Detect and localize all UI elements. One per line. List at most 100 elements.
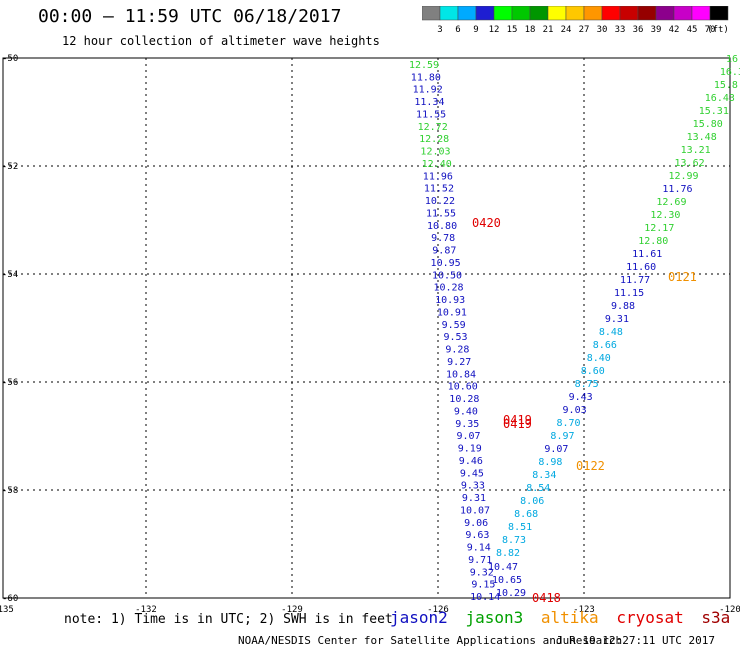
map-title: 00:00 – 11:59 UTC 06/18/2017	[38, 6, 342, 27]
swh-value: 10.14	[470, 592, 500, 603]
pass-time-label: 0122	[576, 459, 605, 473]
scale-label: 12	[489, 25, 500, 35]
lat-label: -50	[2, 54, 18, 64]
satellite-legend: jason2 jason3 altika cryosat s3a	[390, 608, 738, 627]
swh-value: 8.82	[496, 548, 520, 559]
footer-timestamp: Jun 19 12:27:11 UTC 2017	[556, 634, 715, 647]
swh-value: 10.91	[437, 307, 467, 318]
map-subtitle: 12 hour collection of altimeter wave hei…	[62, 34, 380, 48]
swh-value: 9.14	[467, 543, 491, 554]
swh-value: 11.15	[614, 288, 644, 299]
legend-s3a: s3a	[701, 608, 731, 627]
swh-value: 9.46	[459, 456, 483, 467]
swh-value: 9.32	[470, 567, 494, 578]
swh-value: 9.03	[563, 405, 587, 416]
swh-value: 8.51	[508, 522, 532, 533]
swh-value: 9.53	[443, 332, 467, 343]
lon-label: -132	[135, 605, 157, 615]
scale-label: 24	[561, 25, 572, 35]
swh-value: 8.34	[532, 470, 556, 481]
swh-value: 9.07	[544, 444, 568, 455]
swh-value: 9.71	[468, 555, 492, 566]
swh-value: 11.34	[414, 97, 444, 108]
lat-label: -60	[2, 594, 18, 604]
swh-value: 10.50	[432, 270, 462, 281]
lon-label: -126	[427, 605, 449, 615]
swh-value: 10.65	[492, 575, 522, 586]
pass-time-label: 0418	[532, 591, 561, 605]
swh-value: 12.40	[422, 159, 452, 170]
swh-value: 10.29	[496, 588, 526, 599]
swh-value: 12.30	[650, 210, 680, 221]
swh-value: 13.21	[681, 145, 711, 156]
swh-value: 10.28	[449, 394, 479, 405]
swh-value: 11.55	[426, 208, 456, 219]
scale-label: 39	[651, 25, 662, 35]
swh-value: 8.73	[502, 535, 526, 546]
swh-value: 8.68	[514, 509, 538, 520]
swh-value: 12.59	[409, 60, 439, 71]
swh-value: 11.55	[416, 109, 446, 120]
swh-value: 10.93	[435, 295, 465, 306]
swh-value: 12.80	[638, 236, 668, 247]
swh-value: 8.06	[520, 496, 544, 507]
swh-value: 10.28	[433, 283, 463, 294]
swh-value: 9.27	[447, 357, 471, 368]
scale-label: 3	[437, 25, 442, 35]
scale-label: 30	[597, 25, 608, 35]
scale-label: 21	[543, 25, 554, 35]
swh-value: 11.61	[632, 249, 662, 260]
swh-value: 10.60	[448, 382, 478, 393]
swh-value: 16.3	[720, 67, 740, 78]
swh-value: 8.97	[550, 431, 574, 442]
lat-label: -56	[2, 378, 18, 388]
pass-time-label: 0420	[472, 216, 501, 230]
swh-value: 13.62	[675, 158, 705, 169]
scale-label: 15	[507, 25, 518, 35]
swh-value: 11.52	[424, 184, 454, 195]
swh-value: 15.8	[714, 80, 738, 91]
scale-label: 45	[687, 25, 698, 35]
swh-value: 9.45	[460, 468, 484, 479]
swh-value: 9.07	[457, 431, 481, 442]
scale-label: 36	[633, 25, 644, 35]
lat-label: -52	[2, 162, 18, 172]
lat-label: -58	[2, 486, 18, 496]
lon-label: -120	[719, 605, 740, 615]
swh-value: 9.35	[455, 419, 479, 430]
scale-label: 42	[669, 25, 680, 35]
swh-value: 15.31	[699, 106, 729, 117]
scale-label: 9	[473, 25, 478, 35]
swh-value: 12.69	[656, 197, 686, 208]
swh-value: 12.28	[419, 134, 449, 145]
swh-value: 15.80	[693, 119, 723, 130]
swh-value: 9.28	[445, 345, 469, 356]
lon-label: -135	[0, 605, 14, 615]
swh-value: 9.88	[611, 301, 635, 312]
legend-altika: altika	[540, 608, 599, 627]
swh-value: 9.31	[605, 314, 629, 325]
pass-time-label: 0121	[668, 270, 697, 284]
swh-value: 8.75	[575, 379, 599, 390]
swh-value: 9.40	[454, 406, 478, 417]
swh-value: 12.72	[418, 122, 448, 133]
map-frame	[2, 57, 731, 599]
swh-value: 10.95	[431, 258, 461, 269]
swh-value: 9.31	[462, 493, 486, 504]
swh-value: 8.54	[526, 483, 550, 494]
swh-value: 9.78	[431, 233, 455, 244]
swh-value: 12.17	[644, 223, 674, 234]
swh-value: 10.80	[427, 221, 457, 232]
scale-swatch	[709, 6, 729, 21]
swh-value: 9.19	[458, 444, 482, 455]
swh-value: 9.43	[569, 392, 593, 403]
swh-value: 10.22	[425, 196, 455, 207]
swh-value: 16.43	[705, 93, 735, 104]
units-note: note: 1) Time is in UTC; 2) SWH is in fe…	[64, 612, 393, 627]
swh-value: 16.0	[726, 54, 740, 65]
swh-value: 11.92	[413, 85, 443, 96]
swh-value: 9.06	[464, 518, 488, 529]
lon-label: -123	[573, 605, 595, 615]
swh-value: 11.60	[626, 262, 656, 273]
